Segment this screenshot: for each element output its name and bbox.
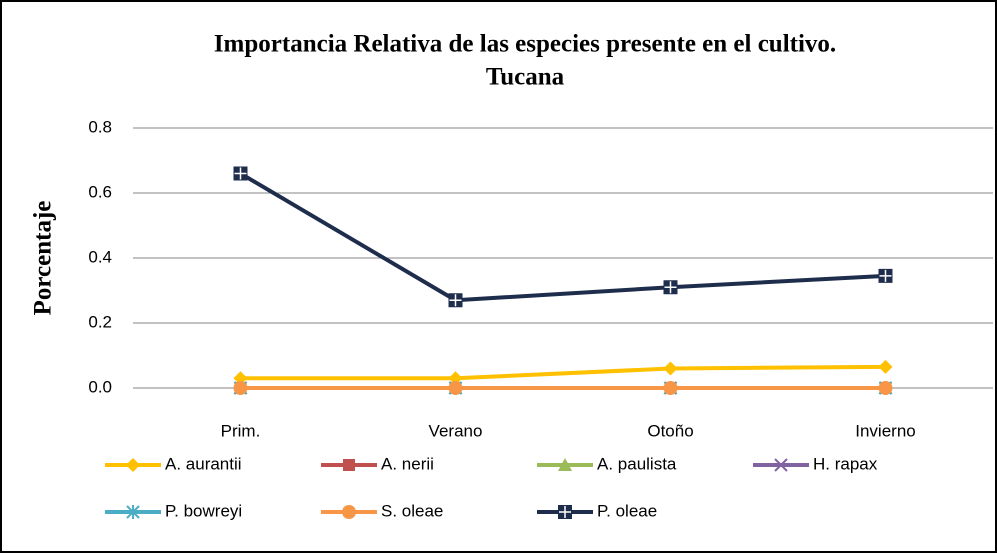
series-line [239, 171, 886, 303]
marker [663, 381, 678, 395]
x-tick-label: Otoño [647, 421, 693, 440]
marker-shape [663, 381, 678, 395]
y-tick-label: 0.6 [88, 182, 112, 201]
marker-shape [233, 381, 248, 395]
marker-shape [878, 359, 893, 374]
marker-shape [878, 381, 893, 395]
marker-shape [664, 281, 677, 294]
marker [774, 458, 788, 472]
marker [558, 505, 572, 519]
marker [448, 371, 463, 386]
marker [448, 293, 463, 308]
marker-shape [449, 294, 462, 307]
y-tick-label: 0.8 [88, 117, 112, 136]
marker-shape [126, 505, 140, 519]
y-axis-label: Porcentaje [30, 201, 57, 316]
marker [233, 381, 248, 395]
marker-shape [448, 371, 463, 386]
chart-title: Tucana [486, 64, 565, 91]
marker-shape [343, 459, 355, 471]
marker-shape [559, 506, 571, 518]
marker-shape [234, 167, 247, 180]
x-tick-label: Invierno [855, 421, 915, 440]
marker [878, 381, 893, 395]
legend-label: A. aurantii [165, 454, 242, 473]
y-tick-label: 0.2 [88, 312, 112, 331]
marker [558, 458, 572, 471]
marker-shape [126, 458, 140, 472]
marker [126, 505, 140, 519]
x-tick-label: Verano [429, 421, 483, 440]
x-tick-label: Prim. [221, 421, 261, 440]
y-tick-label: 0.4 [88, 247, 112, 266]
marker [663, 280, 678, 295]
marker-shape [233, 371, 248, 386]
marker [342, 505, 356, 519]
marker-shape [879, 269, 892, 282]
legend-label: A. nerii [381, 454, 434, 473]
legend-label: A. paulista [597, 454, 677, 473]
legend-label: H. rapax [813, 454, 878, 473]
chart-title: Importancia Relativa de las especies pre… [214, 31, 836, 58]
marker [126, 458, 140, 472]
marker-shape [558, 458, 572, 471]
marker [448, 381, 463, 395]
marker [233, 166, 248, 181]
marker [343, 459, 355, 471]
marker [663, 361, 678, 376]
legend-label: P. oleae [597, 501, 657, 520]
marker [233, 371, 248, 386]
legend-label: S. oleae [381, 501, 443, 520]
series-line [240, 364, 886, 381]
marker-shape [448, 381, 463, 395]
marker-shape [342, 505, 356, 519]
legend-label: P. bowreyi [165, 501, 242, 520]
y-tick-label: 0.0 [88, 377, 112, 396]
marker-shape [663, 361, 678, 376]
marker [878, 359, 893, 374]
marker-shape [774, 458, 788, 472]
marker [878, 268, 893, 283]
